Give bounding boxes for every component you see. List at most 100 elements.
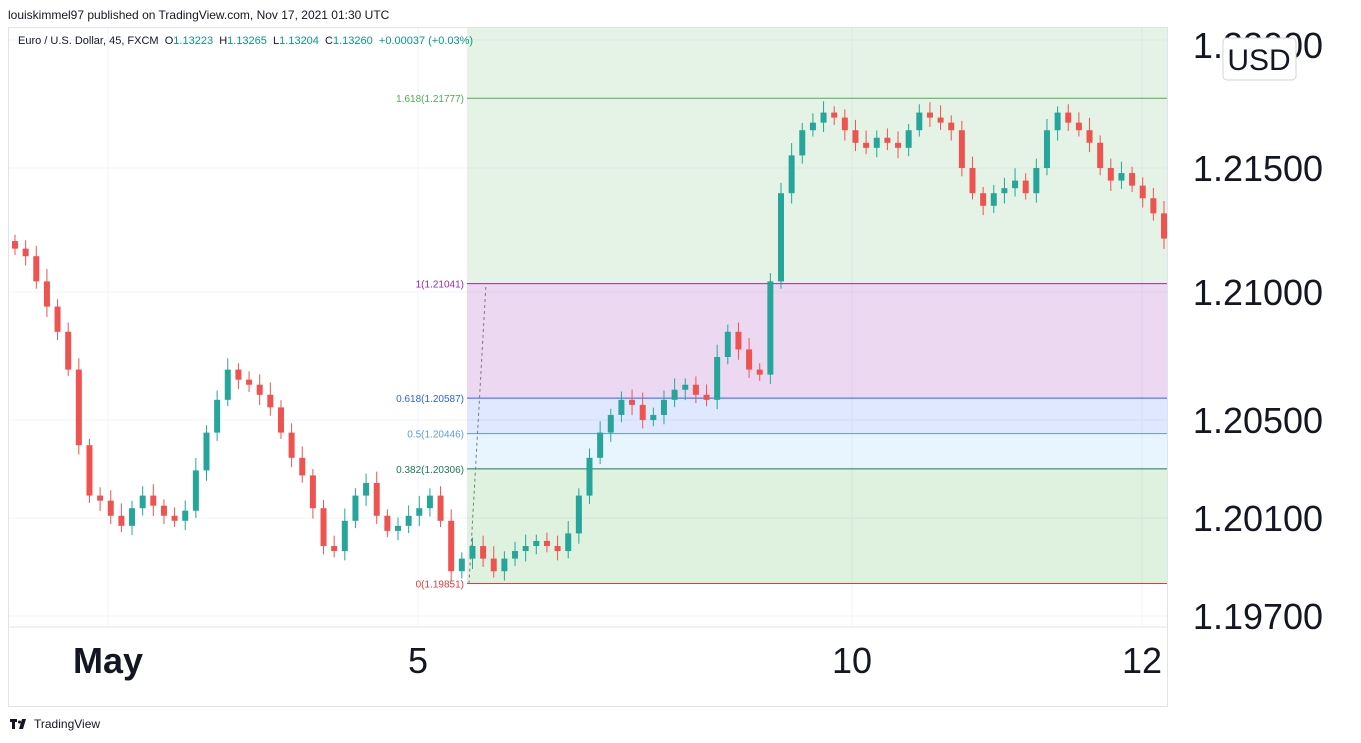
candle-body [320, 508, 327, 546]
candle-body [565, 533, 572, 552]
candle-body [778, 193, 784, 282]
candle-body [352, 495, 359, 521]
candle-body [1129, 173, 1136, 186]
open-value: 1.13223 [173, 35, 214, 47]
high-label: H [219, 35, 228, 47]
candle-body [75, 369, 82, 446]
candle-body [873, 137, 880, 148]
candle-body [788, 155, 795, 194]
candle-body [448, 520, 455, 572]
candle-body [490, 558, 497, 572]
fib-label-0.618: 0.618(1.20587) [396, 394, 464, 405]
candle-body [277, 407, 284, 433]
time-axis: May 5 10 12 [73, 640, 1162, 681]
grid [9, 28, 1168, 628]
candle-body [586, 457, 593, 496]
price-tick: 1.20500 [1193, 400, 1323, 441]
open-label: O [164, 35, 174, 47]
footer[interactable]: TradingView [10, 717, 100, 731]
candle-body [86, 445, 93, 496]
candle-body [916, 112, 923, 131]
candle-body [395, 525, 401, 531]
candle-body [969, 168, 976, 194]
candle-body [458, 558, 465, 572]
candle-body [1065, 112, 1072, 123]
candle-body [373, 483, 380, 516]
candle-body [703, 394, 710, 400]
candle-body [905, 130, 912, 148]
candle-body [171, 515, 178, 521]
candle-body [809, 122, 816, 131]
candle-body [639, 404, 646, 420]
candle-body [192, 470, 199, 511]
price-tick: 1.21500 [1193, 148, 1323, 189]
candle-body [767, 281, 774, 375]
candle-body [107, 500, 114, 516]
candle-body [522, 546, 529, 552]
time-tick: 12 [1122, 640, 1162, 681]
candle-body [990, 193, 997, 206]
candle-body [1001, 188, 1008, 194]
candle-body [65, 331, 72, 370]
candle-body [831, 112, 838, 118]
time-tick: 10 [832, 640, 872, 681]
price-tick: 1.19700 [1193, 596, 1323, 637]
candle-body [384, 515, 391, 531]
candle-body [533, 540, 540, 546]
candle-body [863, 142, 870, 148]
candle-body [405, 515, 412, 526]
candle-body [246, 379, 253, 385]
candle-body [1107, 168, 1114, 181]
candle-body [980, 193, 987, 206]
candle-body [331, 546, 338, 552]
close-value: 1.13260 [333, 35, 373, 47]
high-value: 1.13265 [227, 35, 267, 47]
candle-body [1012, 180, 1019, 189]
candle-body [1075, 122, 1082, 131]
fib-retracement-bands [467, 28, 1167, 584]
candle-body [469, 546, 476, 559]
candle-body [746, 349, 753, 370]
candle-body [299, 457, 306, 476]
currency-badge[interactable] [1222, 37, 1297, 81]
candle-body [1118, 173, 1125, 181]
fib-retracement-lines [467, 97, 1167, 585]
candle-body [363, 483, 370, 496]
candle-body [54, 306, 61, 332]
candle-body [1086, 130, 1093, 143]
candle-body [650, 414, 657, 420]
candle-body [437, 495, 444, 521]
candle-body [671, 389, 678, 400]
candle-body [118, 515, 125, 526]
candle-body [288, 432, 295, 458]
fib-band-0618-05 [467, 398, 1167, 434]
fib-band-0382-0 [467, 468, 1167, 584]
fib-label-0: 0(1.19851) [416, 580, 464, 591]
candle-body [1043, 130, 1050, 168]
candle-body [554, 546, 561, 552]
candle-body [182, 510, 189, 521]
candle-body [660, 399, 667, 415]
candle-body [139, 495, 146, 509]
candle-body [309, 475, 316, 509]
candles [12, 101, 1167, 581]
currency-label: USD [1227, 44, 1290, 77]
candle-body [512, 551, 519, 559]
candle-body [841, 117, 848, 131]
close-label: C [325, 35, 333, 47]
candle-body [267, 394, 274, 408]
candle-body [129, 508, 136, 526]
time-tick: 5 [408, 640, 428, 681]
candle-body [682, 384, 689, 390]
candle-body [543, 540, 550, 546]
chart-frame [8, 27, 1168, 707]
candle-body [799, 130, 806, 156]
candle-body [214, 399, 221, 433]
candle-body [820, 112, 827, 123]
candle-body [160, 505, 167, 516]
candle-body [1161, 213, 1167, 239]
published-header: louiskimmel97 published on TradingView.c… [8, 8, 390, 22]
candle-body [575, 495, 582, 534]
candle-body [341, 520, 348, 552]
